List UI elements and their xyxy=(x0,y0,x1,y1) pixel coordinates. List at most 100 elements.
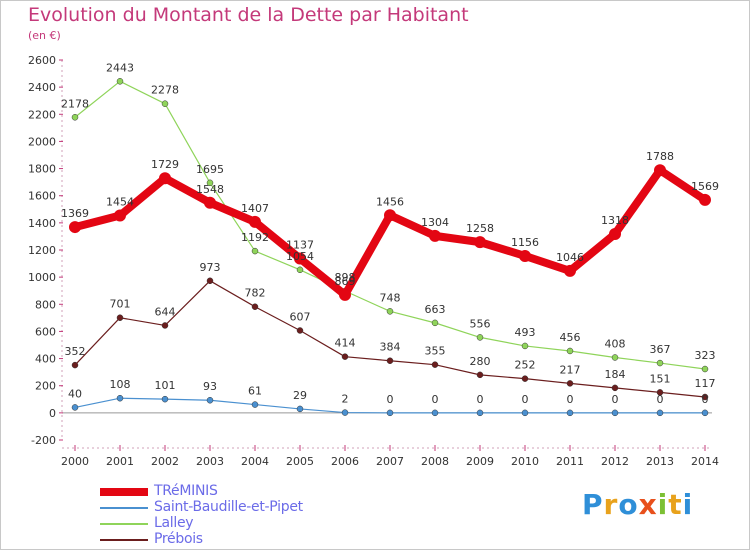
x-tick-label: 2013 xyxy=(646,455,674,468)
data-point xyxy=(116,314,124,321)
y-tick-label: 2400 xyxy=(28,81,56,94)
logo-letter: t xyxy=(668,488,683,521)
data-point xyxy=(296,327,304,334)
data-point xyxy=(521,375,529,382)
data-label: 1454 xyxy=(106,196,134,209)
data-point xyxy=(206,396,214,404)
y-tick-label: 0 xyxy=(49,407,56,420)
data-point xyxy=(296,266,304,274)
x-tick-label: 2000 xyxy=(61,455,89,468)
y-tick-label: 1000 xyxy=(28,271,56,284)
legend-label: Prébois xyxy=(154,531,203,547)
data-label: 1456 xyxy=(376,195,404,208)
x-tick-label: 2002 xyxy=(151,455,179,468)
data-labels: 40 108 101 93 61 29 2 0 0 0 0 0 0 0 0 2178 2443 2278 1695 1… xyxy=(61,61,719,406)
data-point xyxy=(206,277,214,285)
y-tick-label: 1400 xyxy=(28,217,56,230)
y-tick-label: 400 xyxy=(35,353,56,366)
data-label: 280 xyxy=(470,355,491,368)
data-label: 1054 xyxy=(286,250,314,263)
chart-title: Evolution du Montant de la Dette par Hab… xyxy=(28,4,469,26)
data-label: 1369 xyxy=(61,207,89,220)
series-3 xyxy=(71,277,709,401)
y-tick-label: 1800 xyxy=(28,163,56,176)
x-tick-label: 2004 xyxy=(241,455,269,468)
data-label: 898 xyxy=(335,271,356,284)
data-label: 0 xyxy=(477,393,484,406)
data-label: 701 xyxy=(110,298,131,311)
logo-letter: r xyxy=(603,488,619,521)
data-label: 456 xyxy=(560,331,581,344)
logo-letter: o xyxy=(618,488,639,521)
data-point xyxy=(656,359,664,367)
data-point xyxy=(476,371,484,379)
data-label: 352 xyxy=(65,345,86,358)
chart-subtitle: (en €) xyxy=(28,29,61,42)
x-tick-label: 2011 xyxy=(556,455,584,468)
x-tick-label: 2010 xyxy=(511,455,539,468)
data-label: 748 xyxy=(380,291,401,304)
legend-swatch xyxy=(100,523,148,525)
legend-swatch xyxy=(100,488,148,496)
data-label: 252 xyxy=(515,359,536,372)
data-point xyxy=(296,405,304,413)
data-label: 0 xyxy=(567,393,574,406)
data-point xyxy=(386,357,394,364)
data-label: 869 xyxy=(335,275,356,288)
data-label: 61 xyxy=(248,385,262,398)
data-point xyxy=(476,409,484,417)
data-label: 1137 xyxy=(286,239,314,252)
data-point xyxy=(341,353,349,360)
data-point xyxy=(431,361,439,368)
data-label: 93 xyxy=(203,380,217,393)
data-label: 2 xyxy=(342,393,349,406)
data-point xyxy=(654,164,666,177)
data-point xyxy=(429,229,441,242)
legend-label: Lalley xyxy=(154,515,194,531)
data-point xyxy=(566,380,574,387)
data-label: 556 xyxy=(470,317,491,330)
data-point xyxy=(204,196,216,209)
data-point xyxy=(71,404,79,411)
data-label: 0 xyxy=(432,393,439,406)
data-label: 323 xyxy=(695,349,716,362)
data-point xyxy=(294,252,306,265)
legend-swatch xyxy=(100,507,148,509)
data-label: 1046 xyxy=(556,251,584,264)
y-tick-label: 200 xyxy=(35,380,56,393)
series-1 xyxy=(71,394,709,417)
data-label: 1729 xyxy=(151,158,179,171)
data-point xyxy=(474,236,486,249)
data-point xyxy=(114,209,126,222)
data-point xyxy=(701,409,709,417)
data-point xyxy=(566,409,574,417)
data-point xyxy=(116,78,124,85)
data-label: 663 xyxy=(425,303,446,316)
data-point xyxy=(564,264,576,277)
data-label: 973 xyxy=(200,261,221,274)
x-tick-label: 2003 xyxy=(196,455,224,468)
data-label: 1548 xyxy=(196,183,224,196)
data-point xyxy=(251,247,259,255)
data-point xyxy=(701,365,709,373)
data-label: 1788 xyxy=(646,150,674,163)
x-tick-label: 2007 xyxy=(376,455,404,468)
data-label: 29 xyxy=(293,389,307,402)
legend-item: Prébois xyxy=(100,531,420,548)
data-point xyxy=(476,334,484,341)
data-point xyxy=(161,100,169,107)
data-label: 40 xyxy=(68,387,82,400)
y-tick-label: 2000 xyxy=(28,135,56,148)
data-label: 414 xyxy=(335,337,356,350)
y-tick-label: 1600 xyxy=(28,190,56,203)
data-label: 108 xyxy=(110,378,131,391)
y-tick-label: 600 xyxy=(35,325,56,338)
x-tick-label: 2012 xyxy=(601,455,629,468)
data-point xyxy=(341,409,349,416)
data-point xyxy=(656,389,664,396)
series-0 xyxy=(69,164,711,301)
proxiti-logo: Proxiti xyxy=(582,488,693,521)
data-label: 1318 xyxy=(601,214,629,227)
data-point xyxy=(611,409,619,417)
data-label: 2443 xyxy=(106,61,134,74)
